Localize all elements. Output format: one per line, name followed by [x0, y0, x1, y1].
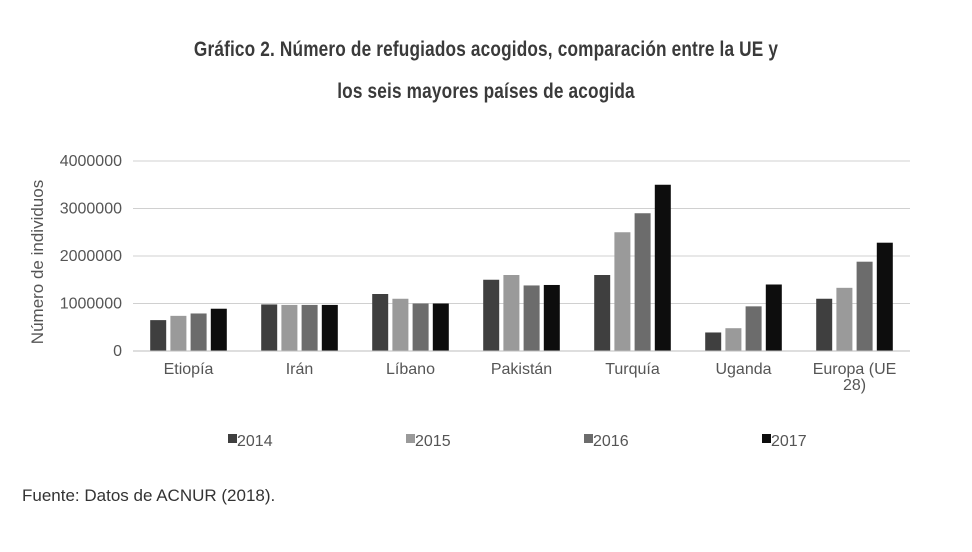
bar-2014: [483, 279, 500, 351]
category-label: Etiopía: [164, 361, 214, 378]
category-label: Europa (UE 28): [813, 361, 897, 394]
chart-title-line-2: los seis mayores países de acogida: [337, 80, 635, 103]
y-axis-ticks: 0 1000000 2000000 3000000 4000000: [60, 153, 122, 360]
category-labels: Etiopía Irán Líbano Pakistán Turquía Uganda Eu…: [164, 361, 897, 394]
bar-2014: [261, 304, 278, 351]
bar-2014: [705, 332, 722, 351]
legend-label-2015: 2015: [415, 433, 451, 450]
bar-2016: [523, 285, 540, 351]
category-label: Irán: [286, 361, 314, 378]
bar-2016: [301, 304, 318, 351]
bar-2015: [836, 287, 853, 351]
legend: 2014 2015 2016 2017: [228, 433, 807, 450]
bar-2014: [372, 294, 389, 351]
bar-2015: [170, 315, 187, 351]
y-tick-label: 3000000: [60, 201, 122, 218]
category-label: Pakistán: [491, 361, 552, 378]
bar-2015: [614, 232, 631, 351]
bar-2014: [594, 275, 611, 351]
bar-2017: [543, 284, 560, 351]
bar-2014: [816, 298, 833, 351]
bar-2017: [765, 284, 782, 351]
legend-swatch-2016: [584, 434, 593, 443]
bar-2016: [745, 306, 762, 351]
bar-2017: [876, 242, 893, 351]
y-tick-label: 4000000: [60, 153, 122, 170]
legend-label-2017: 2017: [771, 433, 807, 450]
bar-2017: [654, 184, 671, 351]
bar-2017: [432, 303, 449, 351]
category-label: Turquía: [605, 361, 660, 378]
legend-label-2014: 2014: [237, 433, 273, 450]
bars: [150, 184, 893, 351]
bar-2015: [725, 328, 742, 351]
source-note: Fuente: Datos de ACNUR (2018).: [22, 486, 276, 505]
y-tick-label: 1000000: [60, 296, 122, 313]
bar-2014: [150, 320, 167, 351]
bar-2015: [281, 304, 298, 351]
bar-2016: [412, 303, 429, 351]
chart-title-line-1: Gráfico 2. Número de refugiados acogidos…: [193, 38, 779, 61]
gridlines: [133, 160, 910, 304]
category-label: Uganda: [715, 361, 771, 378]
legend-swatch-2015: [406, 434, 415, 443]
legend-swatch-2014: [228, 434, 237, 443]
bar-2017: [210, 308, 227, 351]
bar-2015: [503, 275, 520, 351]
y-axis-label: Número de individuos: [28, 180, 47, 344]
bar-2017: [321, 304, 338, 351]
y-tick-label: 2000000: [60, 248, 122, 265]
bar-2016: [190, 313, 207, 351]
y-tick-label: 0: [113, 343, 122, 360]
category-label: Líbano: [386, 361, 435, 378]
bar-2016: [634, 213, 651, 351]
legend-swatch-2017: [762, 434, 771, 443]
legend-label-2016: 2016: [593, 433, 629, 450]
bar-2015: [392, 298, 409, 351]
bar-2016: [856, 261, 873, 351]
